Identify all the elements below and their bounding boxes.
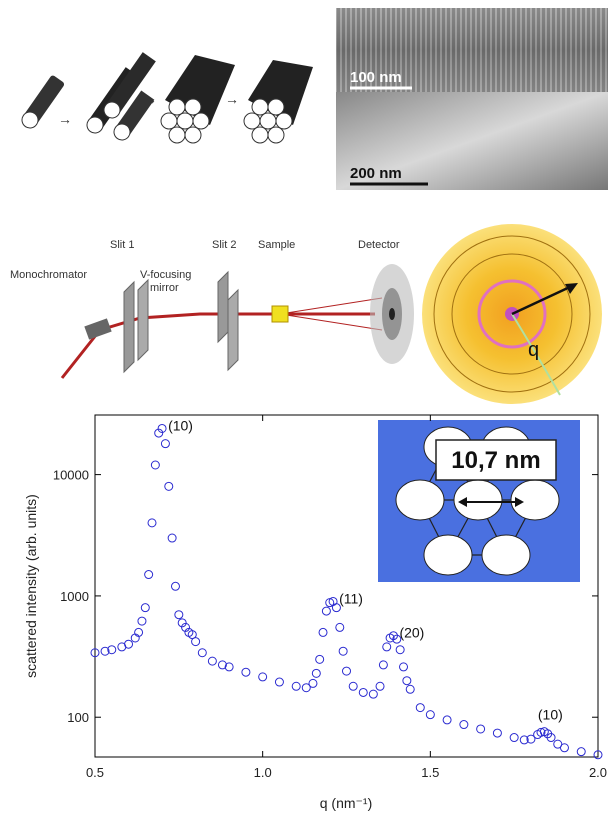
peak-label: (20): [399, 625, 424, 641]
data-point: [460, 721, 468, 729]
data-point: [208, 657, 216, 665]
data-point: [379, 661, 387, 669]
diagram-label: Monochromator: [10, 269, 87, 281]
data-point: [339, 647, 347, 655]
data-point: [577, 748, 585, 756]
figure: → → → 100 nm 200 nm Slit 1 Slit 2 Sample…: [0, 0, 608, 820]
data-point: [175, 611, 183, 619]
diagram-label: Slit 2: [212, 239, 236, 251]
data-point: [477, 725, 485, 733]
data-point: [416, 704, 424, 712]
y-tick-label: 1000: [60, 589, 89, 604]
data-point: [400, 663, 408, 671]
data-point: [242, 668, 250, 676]
peak-label: (11): [339, 590, 363, 606]
data-point: [292, 682, 300, 690]
diagram-label: V-focusing: [140, 269, 191, 281]
data-point: [141, 604, 149, 612]
data-point: [359, 688, 367, 696]
data-point: [145, 571, 153, 579]
data-point: [275, 678, 283, 686]
data-point: [168, 534, 176, 542]
data-point: [396, 646, 404, 654]
data-point: [383, 643, 391, 651]
data-point: [161, 440, 169, 448]
diagram-label: Detector: [358, 239, 400, 251]
diagram-label: mirror: [150, 282, 179, 294]
data-point: [426, 711, 434, 719]
x-tick-label: 1.5: [421, 765, 439, 780]
diagram-label: Sample: [258, 239, 295, 251]
data-point: [369, 690, 377, 698]
data-point: [192, 638, 200, 646]
svg-text:→: →: [58, 111, 72, 127]
data-point: [349, 682, 357, 690]
data-point: [343, 667, 351, 675]
data-point: [151, 461, 159, 469]
canvas: → → → 100 nm 200 nm Slit 1 Slit 2 Sample…: [0, 0, 608, 820]
peak-label: (10): [168, 417, 193, 433]
assembly-illustration: → → →: [19, 52, 313, 143]
svg-text:→: →: [225, 91, 239, 107]
beamline: [62, 264, 414, 378]
y-axis-label: scattered intensity (arb. units): [23, 494, 39, 678]
data-point: [309, 679, 317, 687]
data-point: [403, 677, 411, 685]
data-point: [376, 682, 384, 690]
data-point: [510, 734, 518, 742]
y-tick-label: 10000: [53, 468, 89, 483]
data-point: [319, 628, 327, 636]
x-axis-label: q (nm⁻¹): [320, 795, 373, 811]
diagram-label: q: [528, 339, 539, 361]
data-point: [560, 744, 568, 752]
diagram-label: Slit 1: [110, 239, 134, 251]
data-point: [125, 640, 133, 648]
data-point: [443, 716, 451, 724]
x-tick-label: 2.0: [589, 765, 607, 780]
data-point: [336, 623, 344, 631]
scale-label: 100 nm: [350, 69, 402, 86]
data-point: [493, 729, 501, 737]
svg-text:→: →: [143, 91, 157, 107]
data-point: [198, 649, 206, 657]
data-point: [406, 685, 414, 693]
data-point: [322, 607, 330, 615]
data-point: [165, 482, 173, 490]
data-point: [316, 655, 324, 663]
peak-label: (10): [538, 707, 563, 723]
inset: [378, 420, 580, 582]
data-point: [259, 673, 267, 681]
x-tick-label: 0.5: [86, 765, 104, 780]
inset-label: 10,7 nm: [451, 447, 540, 474]
data-point: [312, 669, 320, 677]
data-point: [171, 582, 179, 590]
x-tick-label: 1.0: [254, 765, 272, 780]
detector-pattern: [422, 224, 602, 404]
data-point: [148, 519, 156, 527]
data-point: [138, 617, 146, 625]
y-tick-label: 100: [67, 710, 89, 725]
scale-label: 200 nm: [350, 165, 402, 182]
